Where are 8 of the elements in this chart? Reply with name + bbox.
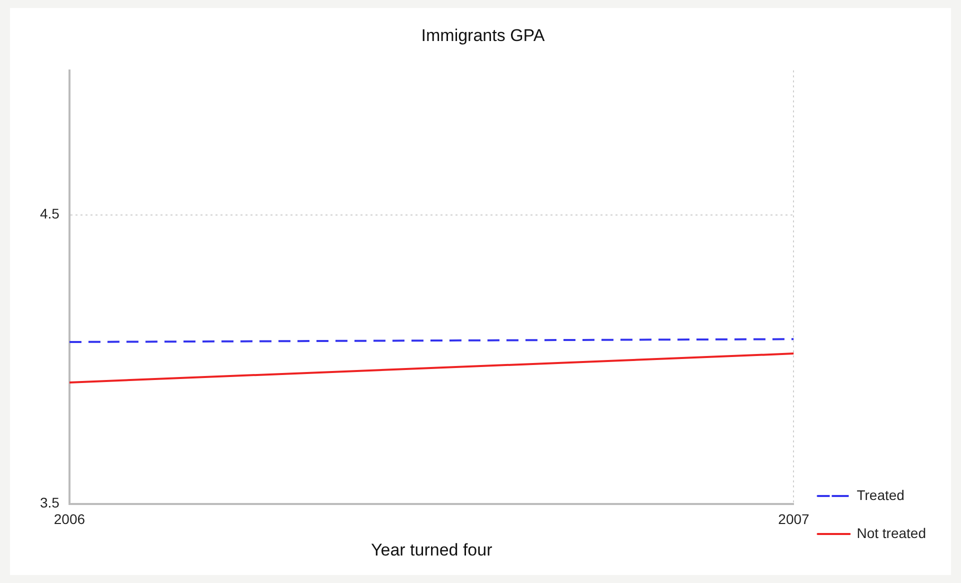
chart-title: Immigrants GPA — [421, 26, 546, 45]
x-tick-label: 2006 — [54, 511, 86, 528]
legend-label: Not treated — [856, 524, 926, 541]
x-axis-title: Year turned four — [370, 540, 493, 560]
x-tick-label: 2007 — [778, 511, 810, 528]
y-tick-label: 3.5 — [40, 494, 60, 511]
legend-label: Treated — [856, 486, 904, 503]
y-tick-label: 4.5 — [40, 206, 60, 222]
